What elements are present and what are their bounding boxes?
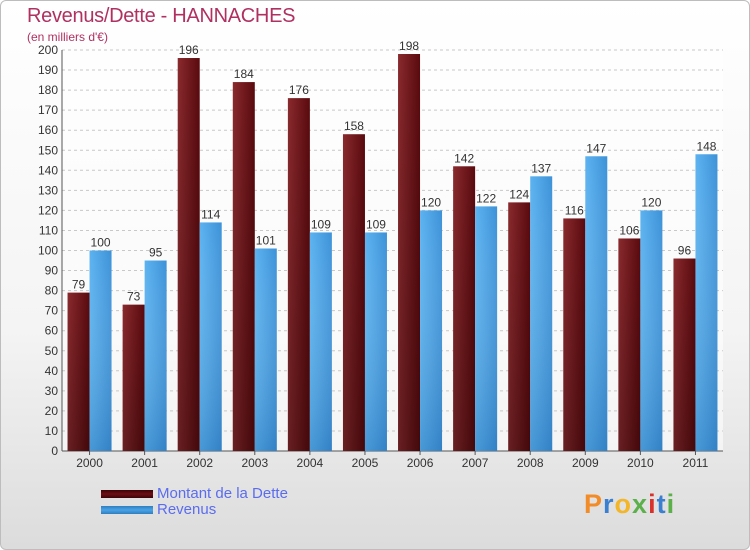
bar-revenus-shade (420, 210, 443, 451)
data-label: 196 (179, 43, 199, 57)
y-tick-label: 80 (45, 284, 59, 298)
data-label: 109 (311, 217, 331, 231)
data-label: 122 (476, 191, 496, 205)
bar-revenus-shade (89, 250, 112, 451)
data-label: 148 (696, 139, 716, 153)
bar-revenus-shade (144, 260, 167, 451)
data-label: 114 (201, 207, 220, 221)
x-tick-label: 2007 (462, 456, 489, 470)
bar-dette-shade (122, 304, 145, 451)
data-label: 79 (72, 278, 86, 292)
x-tick-label: 2009 (572, 456, 599, 470)
y-tick-label: 180 (38, 83, 58, 97)
x-tick-label: 2003 (241, 456, 268, 470)
x-tick-label: 2008 (517, 456, 544, 470)
bar-revenus-shade (254, 248, 277, 451)
bar-dette-shade (618, 238, 641, 451)
data-label: 158 (344, 119, 364, 133)
y-tick-label: 40 (45, 364, 59, 378)
legend-label-revenus: Revenus (157, 501, 217, 518)
logo-letter: i (666, 489, 676, 519)
bar-revenus-shade (695, 154, 718, 451)
y-tick-label: 110 (39, 223, 58, 237)
chart-subtitle: (en milliers d'€) (27, 30, 108, 44)
y-tick-label: 50 (45, 344, 59, 358)
y-tick-label: 70 (45, 304, 59, 318)
data-label: 142 (454, 151, 474, 165)
bar-revenus-shade (364, 232, 387, 451)
x-tick-label: 2011 (683, 456, 709, 470)
x-tick-label: 2000 (76, 456, 103, 470)
x-tick-label: 2004 (297, 456, 324, 470)
data-label: 96 (678, 244, 692, 258)
x-tick-label: 2006 (407, 456, 434, 470)
y-tick-label: 160 (38, 123, 58, 137)
proxiti-logo: Proxiti (584, 489, 675, 520)
x-tick-label: 2005 (352, 456, 379, 470)
logo-letter: x (632, 489, 649, 519)
data-label: 116 (565, 203, 584, 217)
y-tick-label: 150 (38, 143, 58, 157)
data-label: 184 (234, 67, 254, 81)
y-tick-label: 100 (38, 244, 58, 258)
bar-revenus-shade (530, 176, 553, 451)
legend-swatch-dette (101, 490, 153, 498)
y-tick-label: 190 (38, 63, 58, 77)
y-tick-label: 30 (45, 384, 59, 398)
y-tick-label: 200 (38, 43, 58, 57)
data-label: 147 (586, 141, 606, 155)
data-label: 120 (641, 195, 661, 209)
chart-title: Revenus/Dette - HANNACHES (27, 5, 296, 27)
x-tick-label: 2010 (627, 456, 654, 470)
logo-letter: i (648, 489, 657, 519)
data-label: 106 (619, 223, 639, 237)
legend-swatch-revenus (101, 506, 153, 514)
bar-dette-shade (177, 58, 200, 452)
x-tick-label: 2001 (131, 456, 158, 470)
logo-letter: r (603, 489, 615, 519)
data-label: 176 (289, 83, 309, 97)
bar-dette-shade (67, 292, 90, 451)
y-tick-label: 0 (51, 444, 58, 458)
bar-dette-shade (398, 54, 421, 451)
bar-revenus-shade (475, 206, 498, 451)
data-label: 100 (91, 236, 111, 250)
bar-revenus-shade (640, 210, 663, 451)
y-tick-label: 140 (38, 163, 58, 177)
data-label: 109 (366, 217, 386, 231)
data-label: 95 (149, 246, 163, 260)
x-tick-label: 2002 (186, 456, 213, 470)
y-tick-label: 170 (38, 103, 58, 117)
y-tick-label: 20 (45, 404, 59, 418)
bar-revenus-shade (585, 156, 608, 451)
bar-dette-shade (453, 166, 476, 452)
logo-letter: P (584, 489, 604, 519)
y-tick-label: 120 (38, 203, 58, 217)
y-tick-label: 60 (45, 324, 59, 338)
bar-dette-shade (563, 218, 586, 451)
bar-dette-shade (508, 202, 531, 451)
y-tick-label: 90 (45, 264, 59, 278)
bar-dette-shade (232, 82, 255, 451)
bar-dette-shade (287, 98, 310, 452)
bar-dette-shade (673, 258, 696, 451)
data-label: 101 (256, 233, 276, 247)
legend-label-dette: Montant de la Dette (157, 485, 288, 502)
logo-letter: t (656, 489, 667, 519)
data-label: 137 (531, 161, 551, 175)
data-label: 120 (421, 195, 441, 209)
data-label: 124 (509, 187, 529, 201)
bar-revenus-shade (199, 222, 222, 451)
y-tick-label: 10 (45, 424, 59, 438)
data-label: 73 (127, 290, 141, 304)
y-tick-label: 130 (38, 183, 58, 197)
bar-revenus-shade (309, 232, 332, 451)
data-label: 198 (399, 39, 419, 53)
bar-dette-shade (342, 134, 365, 451)
logo-letter: o (614, 489, 633, 519)
